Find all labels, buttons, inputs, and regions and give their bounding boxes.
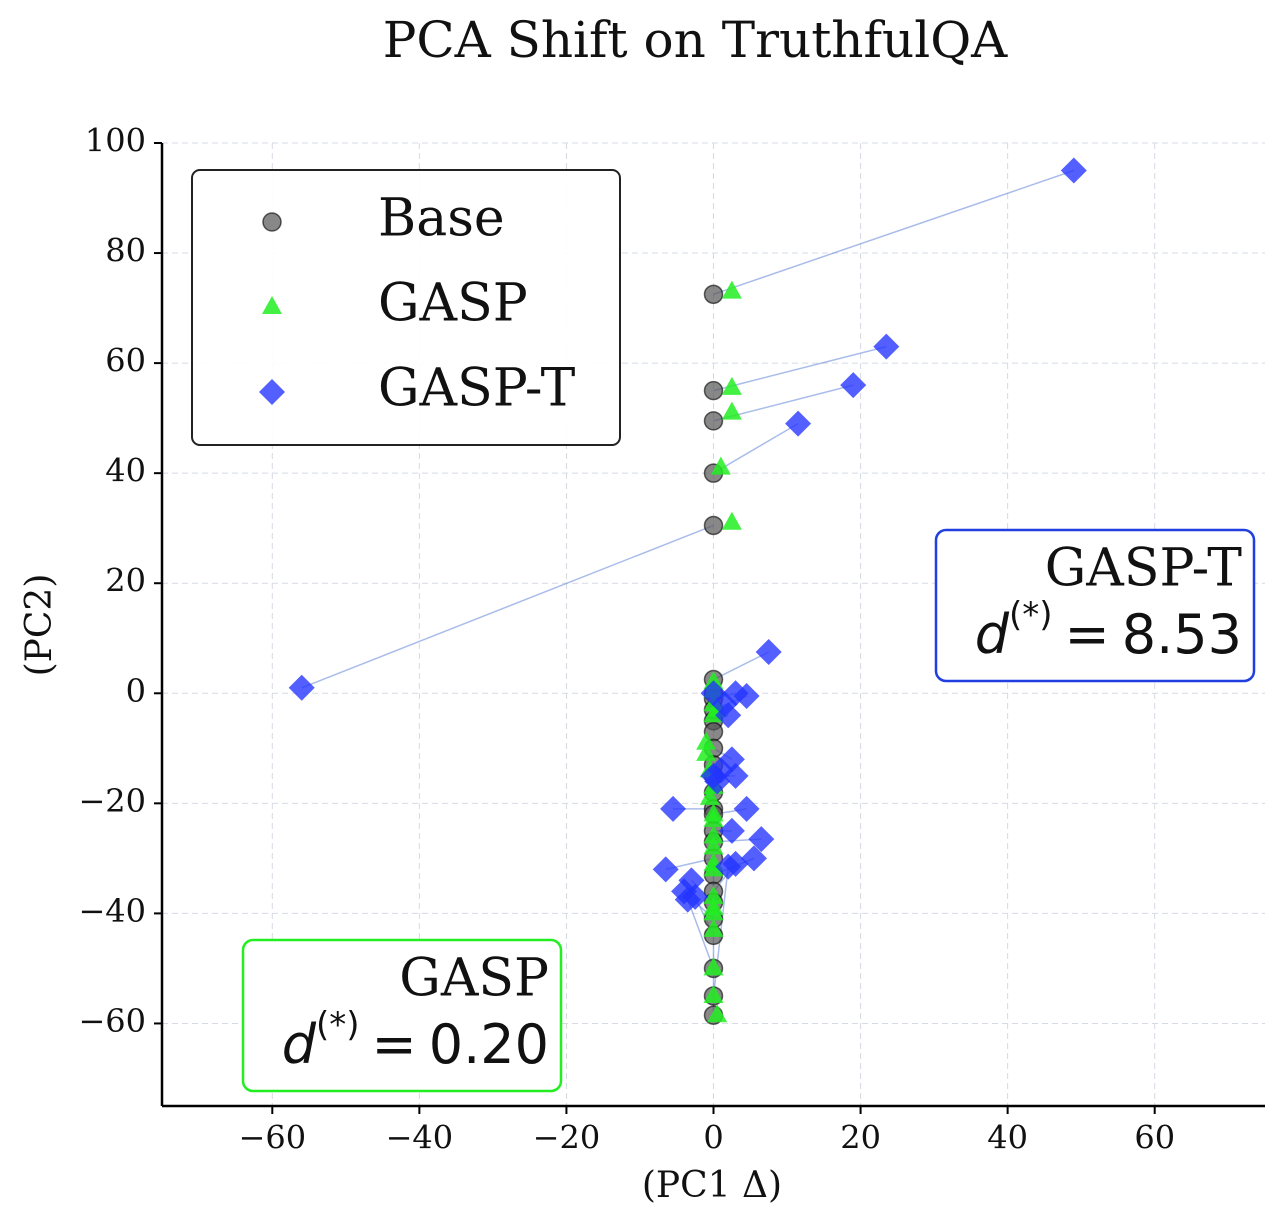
point xyxy=(703,284,724,305)
stat-relation: = xyxy=(1065,603,1110,666)
point xyxy=(652,856,679,883)
point xyxy=(696,742,717,761)
x-tick-label: 40 xyxy=(987,1119,1028,1157)
legend-label: GASP xyxy=(378,274,528,334)
annotation-stat: d(*) = 8.53 xyxy=(975,595,1242,666)
stat-relation: = xyxy=(372,1013,417,1076)
stat-superscript: (*) xyxy=(1009,595,1053,635)
legend-label: GASP-T xyxy=(378,359,576,419)
point xyxy=(703,918,724,937)
x-axis-label: (PC1 Δ) xyxy=(642,1165,782,1206)
annotation-box xyxy=(934,528,1256,683)
x-tick-label: −40 xyxy=(386,1119,454,1157)
connector xyxy=(301,524,714,689)
legend-marker xyxy=(259,379,285,405)
point xyxy=(703,380,724,401)
point xyxy=(840,372,867,399)
point xyxy=(707,1004,728,1023)
point xyxy=(1060,157,1087,184)
connector xyxy=(713,345,887,392)
point xyxy=(703,957,724,976)
point xyxy=(288,674,315,701)
point xyxy=(718,817,745,844)
point xyxy=(660,795,687,822)
point xyxy=(703,808,724,827)
point xyxy=(703,515,724,536)
point xyxy=(721,280,742,299)
point xyxy=(733,795,760,822)
point xyxy=(711,691,738,718)
point xyxy=(703,902,724,921)
x-tick-label: 60 xyxy=(1134,1119,1175,1157)
point xyxy=(748,826,775,853)
point xyxy=(674,886,701,913)
y-tick-label: 60 xyxy=(105,342,146,380)
y-tick-label: 40 xyxy=(105,452,146,490)
point xyxy=(703,885,724,904)
annotation-stat: d(*) = 0.20 xyxy=(282,1005,549,1076)
point xyxy=(755,639,782,666)
stat-value: 8.53 xyxy=(1122,603,1242,666)
y-tick-label: −60 xyxy=(78,1002,146,1040)
legend-label: Base xyxy=(378,189,505,249)
point xyxy=(721,511,742,530)
y-tick-label: 80 xyxy=(105,232,146,270)
point xyxy=(696,731,717,750)
point xyxy=(700,762,727,789)
x-tick-label: −60 xyxy=(239,1119,307,1157)
stat-superscript: (*) xyxy=(316,1005,360,1045)
stat-symbol: d xyxy=(975,603,1010,666)
y-tick-label: 20 xyxy=(105,562,146,600)
y-tick-label: −40 xyxy=(78,892,146,930)
point xyxy=(721,376,742,395)
y-tick-label: 0 xyxy=(126,672,146,710)
y-tick-label: −20 xyxy=(78,782,146,820)
point xyxy=(703,984,724,1003)
point xyxy=(703,411,724,431)
connector xyxy=(687,899,715,969)
annotation-title: GASP xyxy=(399,949,549,1009)
y-axis-label: (PC2) xyxy=(19,574,60,677)
connector xyxy=(713,651,769,681)
connector xyxy=(713,169,1075,296)
x-tick-label: 20 xyxy=(840,1119,881,1157)
point xyxy=(710,456,731,475)
annotation-box xyxy=(241,938,563,1093)
point xyxy=(703,825,724,844)
legend-frame xyxy=(191,169,621,446)
x-tick-label: 0 xyxy=(703,1119,723,1157)
point xyxy=(785,410,812,437)
point xyxy=(715,853,742,880)
stat-symbol: d xyxy=(282,1013,317,1076)
point xyxy=(703,836,724,855)
annotation-title: GASP-T xyxy=(1045,539,1243,599)
chart-title: PCA Shift on TruthfulQA xyxy=(383,11,1008,69)
legend-marker xyxy=(262,296,282,314)
point xyxy=(873,333,900,360)
x-tick-label: −20 xyxy=(533,1119,601,1157)
legend-marker xyxy=(262,212,282,232)
connector xyxy=(713,422,799,474)
y-tick-label: 100 xyxy=(85,122,146,160)
point xyxy=(699,786,720,805)
stat-value: 0.20 xyxy=(429,1013,549,1076)
point xyxy=(733,683,760,710)
point xyxy=(703,858,724,877)
point xyxy=(721,401,742,420)
